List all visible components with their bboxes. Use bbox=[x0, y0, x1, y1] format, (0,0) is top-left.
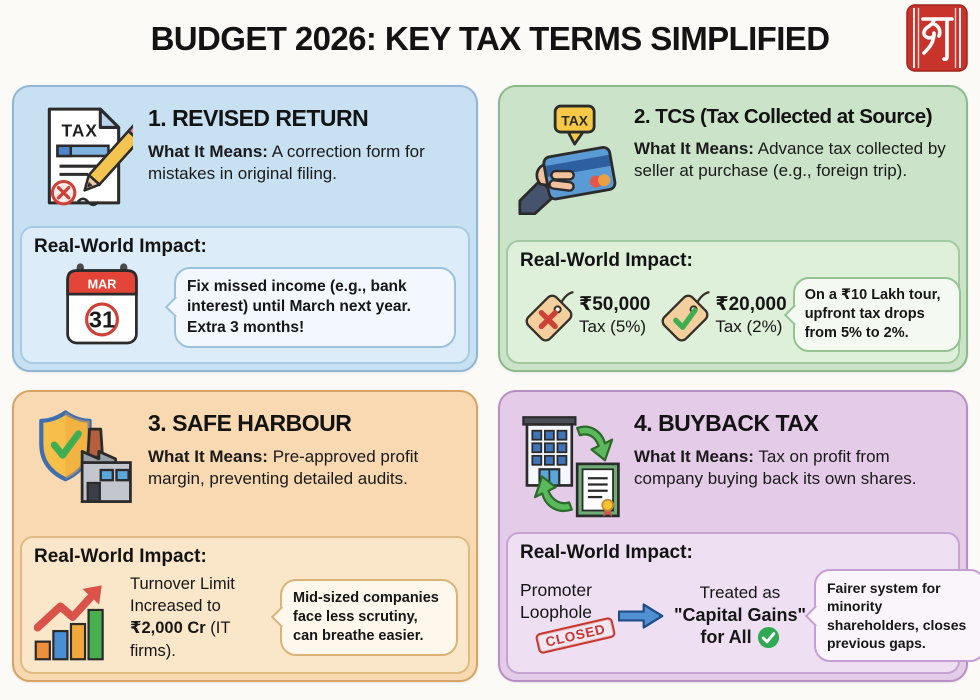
blue-right-arrow-icon bbox=[618, 603, 664, 629]
impact-label: Real-World Impact: bbox=[520, 250, 693, 272]
impact-label: Real-World Impact: bbox=[34, 236, 207, 257]
svg-text:MAR: MAR bbox=[88, 278, 117, 292]
card-revised-return-header: TAX 1. REVISED RETURN What It Means: bbox=[20, 93, 470, 226]
green-check-circle-icon bbox=[757, 626, 779, 649]
card-revised-return: TAX 1. REVISED RETURN What It Means: bbox=[12, 85, 478, 372]
impact-panel: Real-World Impact: Promoter Loophole CLO… bbox=[506, 532, 980, 674]
impact-panel: Real-World Impact: ₹50,000 Tax (5%) bbox=[506, 240, 961, 364]
impact-panel: Real-World Impact: MAR 31 Fix missed inc… bbox=[20, 226, 470, 364]
growth-bar-chart-icon bbox=[34, 585, 104, 661]
impact-bubble: Fix missed income (e.g., bank interest) … bbox=[174, 267, 456, 348]
means-label: What It Means: bbox=[148, 447, 268, 466]
means-text: What It Means: Advance tax collected by … bbox=[634, 139, 946, 180]
impact-panel: Real-World Impact: Turnover Limit Increa… bbox=[20, 535, 470, 674]
card-safe-harbour: 3. SAFE HARBOUR What It Means: Pre-appro… bbox=[12, 390, 478, 682]
tag-amount: ₹20,000 bbox=[715, 293, 787, 315]
shree-logo bbox=[906, 4, 968, 72]
price-tag-check-icon bbox=[661, 290, 711, 342]
turnover-limit-text: Turnover Limit Increased to ₹2,000 Cr (I… bbox=[130, 574, 235, 660]
hand-credit-card-tax-icon: TAX bbox=[514, 101, 626, 215]
card-title: 3. SAFE HARBOUR bbox=[148, 410, 352, 436]
card-buyback-tax: 4. BUYBACK TAX What It Means: Tax on pro… bbox=[498, 390, 980, 682]
svg-text:31: 31 bbox=[89, 307, 115, 333]
svg-text:TAX: TAX bbox=[62, 121, 98, 141]
treated-as-capital-gains: Treated as "Capital Gains" for All bbox=[673, 583, 807, 649]
card-title: 1. REVISED RETURN bbox=[148, 105, 369, 131]
means-label: What It Means: bbox=[634, 447, 754, 466]
page-title: BUDGET 2026: KEY TAX TERMS SIMPLIFIED bbox=[150, 20, 830, 57]
means-text: What It Means: Tax on profit from compan… bbox=[634, 447, 917, 488]
card-tcs-header: TAX 2. TCS (Tax Collected at Source) Wha… bbox=[506, 93, 960, 240]
promoter-loophole-block: Promoter Loophole CLOSED bbox=[520, 573, 617, 659]
calendar-mar-31-icon: MAR 31 bbox=[64, 263, 140, 352]
means-text: What It Means: Pre-approved profit margi… bbox=[148, 447, 419, 488]
means-label: What It Means: bbox=[634, 139, 754, 158]
impact-bubble: Mid-sized companies face less scrutiny, … bbox=[280, 579, 458, 656]
card-title: 2. TCS (Tax Collected at Source) bbox=[634, 105, 933, 128]
impact-bubble: On a ₹10 Lakh tour, upfront tax drops fr… bbox=[792, 277, 961, 352]
tag-rate: Tax (5%) bbox=[579, 316, 647, 336]
tag-5-percent: ₹50,000 Tax (5%) bbox=[520, 286, 650, 344]
shree-glyph-icon bbox=[921, 17, 954, 62]
card-safe-harbour-header: 3. SAFE HARBOUR What It Means: Pre-appro… bbox=[20, 398, 470, 536]
card-title: 4. BUYBACK TAX bbox=[634, 410, 819, 436]
tag-2-percent: ₹20,000 Tax (2%) bbox=[656, 286, 787, 344]
card-buyback-tax-header: 4. BUYBACK TAX What It Means: Tax on pro… bbox=[506, 398, 960, 532]
card-tcs: TAX 2. TCS (Tax Collected at Source) Wha… bbox=[498, 85, 968, 372]
means-label: What It Means: bbox=[148, 142, 268, 161]
shield-factory-icon bbox=[28, 406, 140, 506]
impact-label: Real-World Impact: bbox=[520, 542, 693, 564]
tax-document-pencil-icon: TAX bbox=[28, 101, 140, 209]
impact-label: Real-World Impact: bbox=[34, 545, 207, 567]
tag-rate: Tax (2%) bbox=[715, 316, 783, 336]
impact-bubble: Fairer system for minority shareholders,… bbox=[814, 569, 980, 662]
svg-text:TAX: TAX bbox=[561, 113, 589, 129]
price-tag-cross-icon bbox=[525, 290, 574, 342]
tag-amount: ₹50,000 bbox=[579, 293, 651, 315]
means-text: What It Means: A correction form for mis… bbox=[148, 142, 425, 183]
building-share-cycle-icon bbox=[514, 406, 626, 518]
